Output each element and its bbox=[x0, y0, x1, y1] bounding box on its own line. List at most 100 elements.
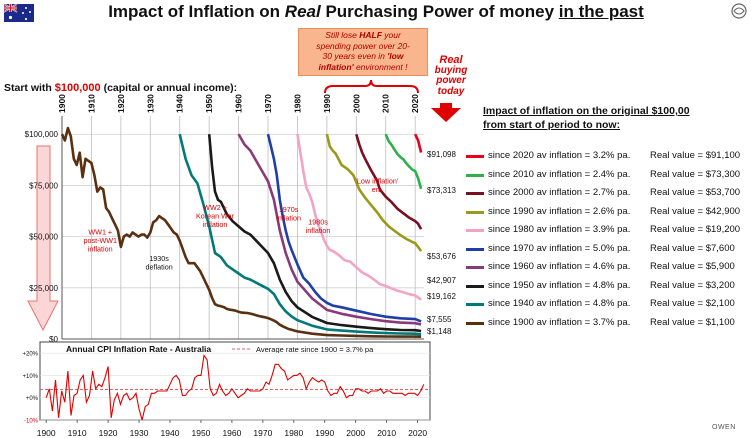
legend-heading-line2: from start of period to now: bbox=[483, 119, 621, 131]
series-line-since-1960 bbox=[237, 133, 422, 326]
legend-label: since 1960 av inflation = 4.6% pa. bbox=[488, 261, 631, 272]
inset-x-tick-label: 1920 bbox=[99, 428, 118, 438]
annotation-line: 'Low inflation' bbox=[356, 176, 399, 185]
australian-flag-icon bbox=[4, 4, 34, 22]
annotation-line: deflation bbox=[146, 263, 173, 272]
legend-real-value: Real value = $5,900 bbox=[650, 261, 735, 272]
end-value-label: $91,098 bbox=[427, 150, 456, 159]
end-value-label: $53,676 bbox=[427, 252, 456, 261]
legend-swatch bbox=[466, 192, 484, 195]
end-value-label: $19,162 bbox=[427, 292, 456, 301]
legend-swatch bbox=[466, 303, 484, 306]
legend-label: since 1940 av inflation = 4.8% pa. bbox=[488, 298, 631, 309]
legend-swatch bbox=[466, 321, 484, 325]
cpi-inset-chart: Annual CPI Inflation Rate - Australia Av… bbox=[22, 341, 431, 438]
legend-real-value: Real value = $1,100 bbox=[650, 316, 735, 328]
real-line-3: today bbox=[437, 85, 465, 97]
legend-real-value: Real value = $73,300 bbox=[650, 168, 741, 180]
real-arrow-icon bbox=[431, 103, 461, 122]
annotation-line: Korean War bbox=[196, 212, 235, 221]
inset-x-tick-label: 1970 bbox=[253, 428, 272, 438]
inset-x-tick-label: 1910 bbox=[68, 428, 87, 438]
main-y-tick-label: $75,000 bbox=[29, 181, 58, 190]
annotation-line: inflation bbox=[88, 245, 113, 254]
series-line-since-1940 bbox=[178, 133, 422, 336]
legend-swatch bbox=[466, 155, 484, 158]
callout-line2: spending power over 20- bbox=[316, 40, 410, 51]
annotation-line: 1970s bbox=[279, 205, 299, 214]
inset-x-tick-label: 1930 bbox=[130, 428, 149, 438]
inset-x-tick-label: 1950 bbox=[191, 428, 210, 438]
decline-arrow-icon bbox=[27, 145, 59, 332]
series-line-since-2000 bbox=[355, 133, 423, 230]
annotation-line: inflation bbox=[306, 226, 331, 235]
callout-bracket bbox=[324, 79, 419, 94]
owen-logo-icon bbox=[731, 3, 747, 19]
main-x-tick-label: 2000 bbox=[351, 94, 361, 113]
callout-box: Still lose HALF your spending power over… bbox=[298, 28, 428, 76]
chart-annotation: 1970s inflation bbox=[276, 205, 301, 223]
legend-label: since 1900 av inflation = 3.7% pa. bbox=[488, 316, 631, 328]
series-line-since-1980 bbox=[296, 133, 422, 301]
title-part2: Real bbox=[284, 2, 321, 21]
chart-title: Impact of Inflation on Real Purchasing P… bbox=[0, 2, 752, 22]
legend-label: since 1970 av inflation = 5.0% pa. bbox=[488, 242, 631, 254]
end-value-label: $42,907 bbox=[427, 276, 456, 285]
annotation-line: 1930s bbox=[149, 254, 169, 263]
main-x-tick-label: 1930 bbox=[145, 94, 155, 113]
legend-label: since 1990 av inflation = 2.6% pa. bbox=[488, 205, 631, 217]
inset-x-tick-label: 1990 bbox=[315, 428, 334, 438]
main-x-tick-label: 1980 bbox=[292, 94, 302, 113]
real-buying-power-label: Real buying power today bbox=[424, 55, 478, 97]
main-x-tick-label: 1940 bbox=[175, 94, 185, 113]
legend-heading-line1: Impact of inflation on the original $100… bbox=[483, 105, 690, 117]
inset-title: Annual CPI Inflation Rate - Australia bbox=[66, 344, 211, 354]
main-y-tick-label: $50,000 bbox=[29, 233, 58, 242]
inset-legend-text: Average rate since 1900 = 3.7% pa bbox=[256, 345, 374, 354]
series-line-since-1950 bbox=[207, 134, 422, 333]
callout-bold2: 'low bbox=[387, 51, 404, 61]
callout-line1: Still lose bbox=[325, 30, 360, 40]
main-x-tick-label: 1950 bbox=[204, 94, 214, 113]
series-line-since-1900 bbox=[60, 126, 422, 338]
legend-label: since 1950 av inflation = 4.8% pa. bbox=[488, 279, 631, 291]
main-x-tick-label: 1910 bbox=[86, 94, 96, 113]
main-y-tick-label: $100,000 bbox=[25, 130, 59, 139]
annotation-line: 1980s bbox=[308, 217, 328, 226]
annotation-line: inflation bbox=[203, 220, 228, 229]
legend-real-value: Real value = $2,100 bbox=[650, 298, 735, 309]
legend-label: since 2000 av inflation = 2.7% pa. bbox=[488, 187, 631, 198]
legend-real-value: Real value = $3,200 bbox=[650, 279, 735, 291]
legend-swatch bbox=[466, 210, 484, 214]
series-line-since-1970 bbox=[266, 133, 422, 323]
main-x-tick-label: 2020 bbox=[410, 94, 420, 113]
legend-label: since 2010 av inflation = 2.4% pa. bbox=[488, 168, 631, 180]
title-part4: in the past bbox=[558, 2, 644, 21]
chart-annotation: 'Low inflation' era bbox=[356, 176, 399, 194]
inset-cpi-line bbox=[45, 353, 425, 421]
main-x-tick-label: 1920 bbox=[116, 94, 126, 113]
annotation-line: WW1 + bbox=[88, 228, 112, 237]
callout-bold: HALF bbox=[359, 30, 382, 40]
legend-real-value: Real value = $91,100 bbox=[650, 150, 741, 161]
series-line-since-2020 bbox=[414, 133, 423, 153]
legend-real-value: Real value = $19,200 bbox=[650, 224, 741, 235]
annotation-line: WW2 + bbox=[203, 203, 227, 212]
inset-y-tick-label: +20% bbox=[22, 352, 38, 358]
main-x-tick-label: 1960 bbox=[234, 94, 244, 113]
legend-swatch bbox=[466, 247, 484, 251]
legend-swatch bbox=[466, 173, 484, 177]
chart-annotation: 1980s inflation bbox=[306, 217, 331, 235]
legend-swatch bbox=[466, 266, 484, 269]
start-amount: $100,000 bbox=[54, 82, 101, 94]
inset-x-tick-label: 1900 bbox=[37, 428, 56, 438]
end-value-label: $1,148 bbox=[427, 327, 452, 336]
callout-line1b: your bbox=[381, 30, 401, 40]
real-line-0: Real bbox=[439, 54, 463, 66]
main-y-tick-label: $25,000 bbox=[29, 284, 58, 293]
annotation-line: post-WW1 bbox=[83, 236, 117, 245]
inset-x-tick-label: 2020 bbox=[408, 428, 427, 438]
inset-y-tick-label: +10% bbox=[22, 374, 38, 380]
end-value-label: $7,555 bbox=[427, 315, 452, 324]
